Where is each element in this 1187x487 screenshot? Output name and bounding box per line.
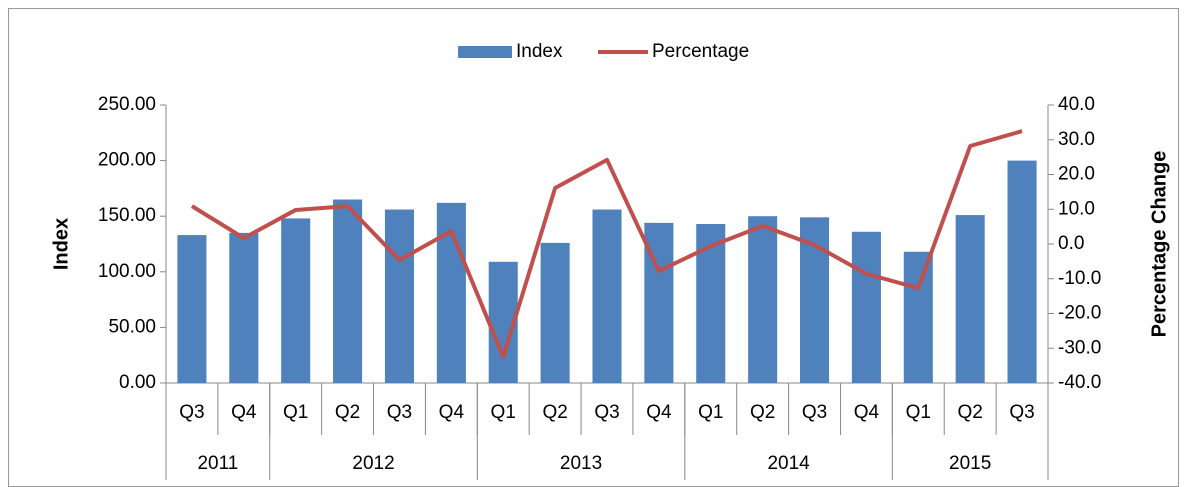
bar [903, 251, 933, 383]
legend-label: Index [516, 41, 563, 62]
line-series [190, 129, 1023, 359]
y-tick-label: 100.00 [98, 261, 156, 282]
y-axis-title: Index [50, 218, 72, 270]
x-tick-label: Q4 [439, 402, 465, 423]
bar [229, 232, 259, 383]
x-tick-label: Q3 [1009, 402, 1034, 423]
legend-label: Percentage [652, 41, 749, 62]
bar [384, 209, 414, 383]
bar [540, 242, 570, 383]
x-tick-label: Q2 [542, 402, 567, 423]
y2-tick-label: -30.0 [1058, 337, 1101, 358]
x-tick-label: Q3 [594, 402, 619, 423]
bar [281, 218, 311, 383]
y-tick-label: 200.00 [98, 150, 156, 171]
bar [333, 199, 363, 383]
y2-tick-label: -10.0 [1058, 268, 1101, 289]
bar [1007, 160, 1037, 383]
y2-tick-label: 10.0 [1058, 198, 1095, 219]
y-tick-label: 50.00 [108, 316, 156, 337]
x-tick-label: Q1 [698, 402, 723, 423]
bar [955, 215, 985, 383]
x-tick-label: Q3 [802, 402, 827, 423]
y-tick-label: 150.00 [98, 205, 156, 226]
legend-swatch [458, 46, 512, 58]
bar [748, 216, 778, 383]
x-tick-label: Q2 [957, 402, 982, 423]
y2-tick-label: -40.0 [1058, 372, 1101, 393]
x-tick-label: Q4 [854, 402, 880, 423]
x-tick-label: Q1 [491, 402, 516, 423]
x-tick-label: Q1 [283, 402, 308, 423]
y-tick-label: 0.00 [119, 372, 156, 393]
bar [177, 235, 207, 383]
x-tick-label: Q3 [387, 402, 412, 423]
y2-tick-label: 40.0 [1058, 94, 1095, 115]
x-tick-label: Q2 [335, 402, 360, 423]
group-label: 2011 [197, 453, 238, 474]
y2-tick-label: -20.0 [1058, 303, 1101, 324]
x-tick-label: Q3 [179, 402, 204, 423]
x-tick-label: Q1 [906, 402, 931, 423]
x-tick-label: Q4 [646, 402, 672, 423]
group-label: 2015 [949, 453, 991, 474]
y-tick-label: 250.00 [98, 94, 156, 115]
group-label: 2012 [352, 453, 394, 474]
bar [592, 209, 622, 383]
group-label: 2014 [767, 453, 810, 474]
group-label: 2013 [560, 453, 602, 474]
bar [851, 231, 881, 383]
y2-axis-title: Percentage Change [1148, 151, 1170, 338]
x-tick-label: Q2 [750, 402, 775, 423]
y2-tick-label: 20.0 [1058, 164, 1095, 185]
y2-tick-label: 30.0 [1058, 129, 1095, 150]
y2-tick-label: 0.0 [1058, 233, 1084, 254]
x-tick-label: Q4 [231, 402, 257, 423]
